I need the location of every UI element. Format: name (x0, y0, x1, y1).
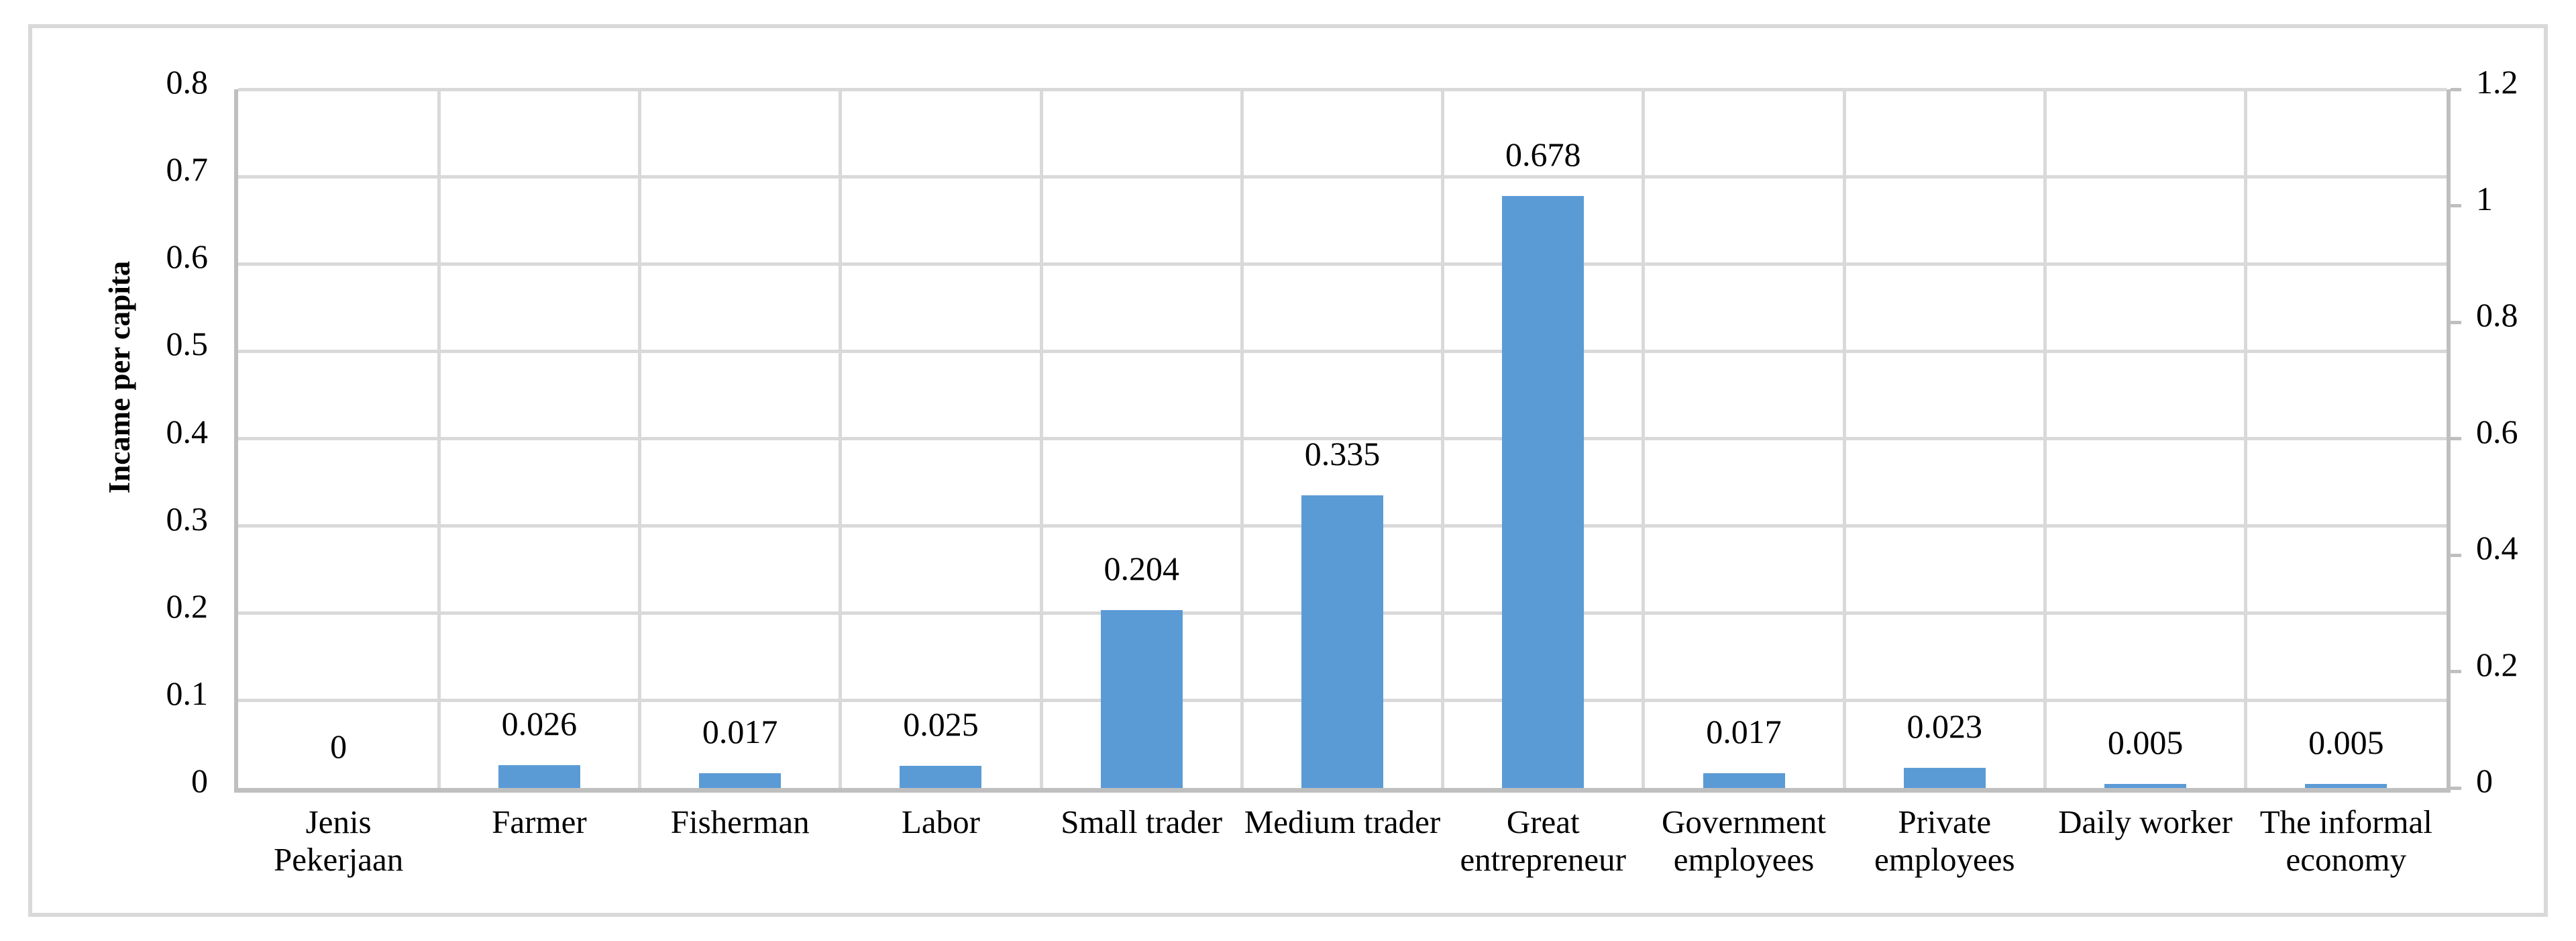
left-axis-tick-label: 0.5 (166, 325, 209, 363)
right-axis-tick (2451, 553, 2461, 557)
right-axis-tick (2451, 204, 2461, 207)
left-axis-tick-label: 0.1 (166, 674, 209, 712)
category-label: Small trader (1061, 803, 1223, 840)
plot-area: 0 0.026 0.017 0.025 0.204 0.335 0.678 0.017 0.02… (234, 87, 2461, 793)
right-axis-tick (2451, 437, 2461, 440)
bar (1100, 609, 1183, 788)
bar (2305, 783, 2387, 788)
right-axis-tick (2451, 320, 2461, 324)
right-axis-tick-label: 0.6 (2476, 412, 2518, 450)
bar (1301, 495, 1383, 788)
category-label: Great entrepreneur (1460, 803, 1626, 879)
bar (2104, 783, 2187, 788)
right-axis-tick-label: 0.4 (2476, 529, 2518, 566)
gridline-horizontal (238, 349, 2447, 353)
right-axis-tick-label: 0.8 (2476, 296, 2518, 334)
right-axis-tick-label: 1 (2476, 179, 2493, 217)
gridline-vertical (1039, 89, 1043, 788)
bar-value-label: 0.678 (1505, 135, 1581, 173)
category-label: Government employees (1662, 803, 1826, 879)
left-axis-tick-label: 0.4 (166, 412, 209, 450)
left-axis-tick-label: 0.2 (166, 587, 209, 625)
gridline-vertical (1240, 89, 1244, 788)
right-axis: 0 0.2 0.4 0.6 0.8 1 1.2 (4, 4, 2576, 941)
gridline-vertical (2244, 89, 2248, 788)
category-label: Labor (901, 803, 980, 840)
bar (1703, 773, 1785, 788)
left-axis: 0 0.1 0.2 0.3 0.4 0.5 0.6 0.7 0.8 (4, 4, 209, 941)
category-label: Farmer (492, 803, 587, 840)
gridline-vertical (1441, 89, 1445, 788)
category-label: The informal economy (2259, 803, 2432, 879)
category-label: Fisherman (670, 803, 810, 840)
bar-value-label: 0.335 (1304, 435, 1381, 473)
right-axis-tick-label: 0.2 (2476, 645, 2518, 683)
bar (498, 765, 580, 788)
bar-value-label: 0.017 (702, 712, 778, 750)
right-axis-tick (2451, 670, 2461, 673)
bar (699, 773, 782, 788)
gridline-vertical (437, 89, 441, 788)
bar-value-label: 0.026 (501, 705, 578, 743)
bar (1502, 195, 1585, 788)
left-axis-tick-label: 0.3 (166, 499, 209, 538)
category-label: Jenis Pekerjaan (274, 803, 404, 879)
bar-value-label: 0.025 (903, 705, 979, 744)
right-axis-tick-label: 0 (2476, 762, 2493, 799)
left-axis-tick-label: 0.7 (166, 150, 209, 189)
right-axis-tick (2451, 87, 2461, 91)
gridline-horizontal (238, 87, 2447, 91)
gridline-horizontal (238, 262, 2447, 266)
figure-border: Incame per capita 0 0.026 0.017 0.025 0.204 0… (28, 24, 2548, 917)
bar-value-label: 0.005 (2308, 723, 2384, 761)
gridline-vertical (2043, 89, 2047, 788)
gridline-horizontal (238, 175, 2447, 179)
right-axis-tick (2451, 786, 2461, 790)
bar-value-label: 0.005 (2107, 723, 2184, 761)
right-axis-tick-label: 1.2 (2476, 63, 2518, 101)
bar (1903, 768, 1986, 788)
bar (900, 766, 982, 788)
bar-value-label: 0.017 (1706, 712, 1782, 750)
gridline-horizontal (238, 437, 2447, 440)
bar-value-label: 0.023 (1907, 707, 1983, 746)
gridline-vertical (839, 89, 843, 788)
category-label: Medium trader (1244, 803, 1441, 840)
gridline-vertical (1642, 89, 1646, 788)
left-axis-tick-label: 0.6 (166, 238, 209, 276)
category-label: Private employees (1874, 803, 2015, 879)
bar-value-label: 0 (330, 728, 347, 765)
left-axis-tick-label: 0 (191, 762, 208, 799)
x-axis-category-labels: Jenis Pekerjaan Farmer Fisherman Labor Small… (238, 803, 2447, 879)
gridline-vertical (638, 89, 642, 788)
category-label: Daily worker (2058, 803, 2233, 840)
bar-value-label: 0.204 (1104, 549, 1179, 587)
left-axis-tick-label: 0.8 (166, 63, 209, 101)
gridline-vertical (1842, 89, 1846, 788)
